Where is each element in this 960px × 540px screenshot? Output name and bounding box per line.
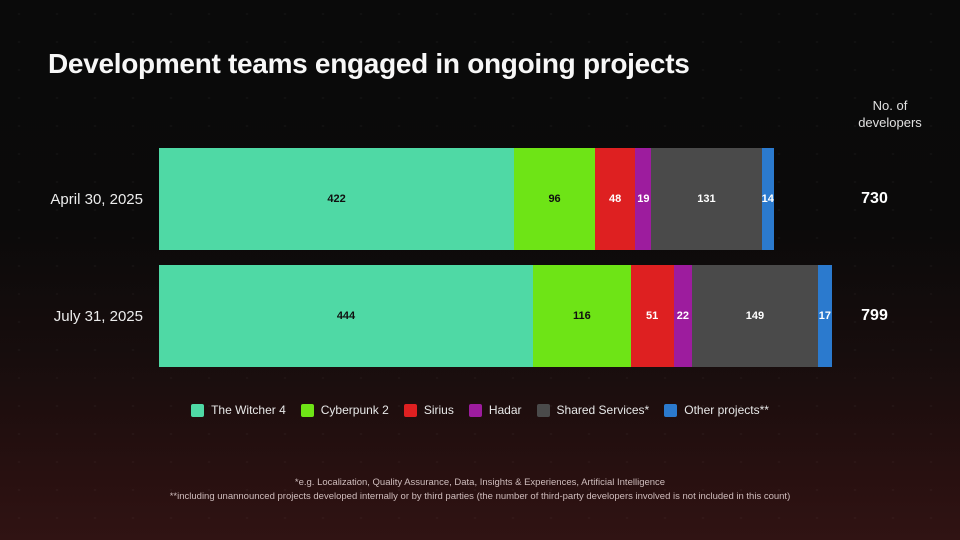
- row-total: 799: [861, 307, 888, 324]
- legend-swatch-icon: [468, 403, 482, 417]
- footnote-line: **including unannounced projects develop…: [169, 490, 791, 502]
- bar-segment: 444: [159, 265, 533, 367]
- legend-swatch-icon: [403, 403, 417, 417]
- chart-legend: The Witcher 4 Cyberpunk 2 Sirius Hadar Share…: [0, 403, 960, 417]
- stacked-bar-chart: April 30, 2025 422 96 48 19 131 14 730 July 31, …: [0, 148, 960, 382]
- row-label: July 31, 2025: [53, 307, 143, 325]
- legend-item: Sirius: [403, 403, 454, 417]
- row-total: 730: [861, 190, 888, 207]
- legend-swatch-icon: [536, 403, 550, 417]
- legend-item: Cyberpunk 2: [300, 403, 389, 417]
- bar-segment: 149: [692, 265, 818, 367]
- legend-item: The Witcher 4: [191, 403, 286, 417]
- bar-segment: 116: [532, 265, 631, 367]
- legend-item: Shared Services*: [536, 403, 650, 417]
- legend-item: Hadar: [468, 403, 522, 417]
- legend-label: Cyberpunk 2: [320, 403, 389, 417]
- bar-track: 444 116 51 22 149 17: [159, 265, 832, 367]
- bar-segment: 131: [651, 148, 762, 250]
- footnote-line: *e.g. Localization, Quality Assurance, D…: [294, 477, 666, 488]
- legend-label: Shared Services*: [556, 403, 650, 417]
- bar-segment: 17: [817, 265, 832, 367]
- legend-label: Sirius: [423, 403, 454, 417]
- page-title: Development teams engaged in ongoing pro…: [48, 48, 690, 79]
- bar-segment: 19: [635, 148, 652, 250]
- legend-swatch-icon: [664, 403, 678, 417]
- bar-segment: 22: [673, 265, 693, 367]
- bar-segment: 51: [630, 265, 674, 367]
- chart-row: July 31, 2025 444 116 51 22 149 17 799: [0, 265, 960, 367]
- stacked-bar: 444 116 51 22 149 17: [159, 265, 832, 367]
- value-axis-header: No. of developers: [858, 98, 922, 130]
- bar-segment: 422: [159, 148, 515, 250]
- row-label: April 30, 2025: [50, 190, 143, 208]
- legend-swatch-icon: [191, 403, 205, 417]
- legend-swatch-icon: [300, 403, 314, 417]
- legend-label: Other projects**: [684, 403, 769, 417]
- legend-label: The Witcher 4: [211, 403, 286, 417]
- chart-row: April 30, 2025 422 96 48 19 131 14 730: [0, 148, 960, 250]
- bar-segment: 96: [514, 148, 595, 250]
- bar-segment: 14: [761, 148, 774, 250]
- legend-item: Other projects**: [664, 403, 769, 417]
- bar-segment: 48: [594, 148, 636, 250]
- footnotes: *e.g. Localization, Quality Assurance, D…: [0, 476, 960, 504]
- bar-track: 422 96 48 19 131 14: [159, 148, 832, 250]
- stacked-bar: 422 96 48 19 131 14: [159, 148, 774, 250]
- legend-label: Hadar: [488, 403, 522, 417]
